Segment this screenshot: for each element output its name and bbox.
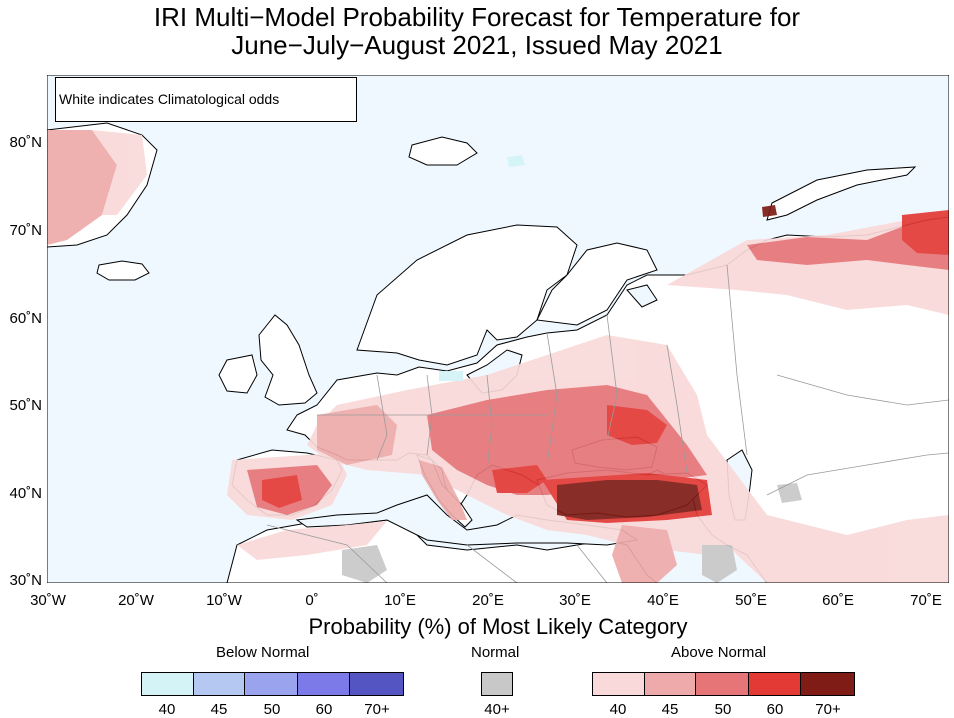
forecast-map xyxy=(47,75,949,583)
anomaly-greenland-east xyxy=(92,130,147,215)
legend-above-swatch-45 xyxy=(644,673,697,695)
lat-label-40n: 40˚N xyxy=(9,485,42,502)
legend-below-swatch-60 xyxy=(297,673,351,695)
lon-label-30w: 30˚W xyxy=(30,592,66,609)
legend-normal-bar xyxy=(481,672,513,696)
anomaly-anatolia-70 xyxy=(557,480,702,520)
lon-label-40e: 40˚E xyxy=(647,592,679,609)
lon-label-60e: 60˚E xyxy=(822,592,854,609)
anomaly-shading xyxy=(47,130,949,583)
anomaly-balkans-60 xyxy=(492,465,547,493)
lon-label-10w: 10˚W xyxy=(206,592,242,609)
land-svalbard xyxy=(408,136,478,166)
map-title-line-1: IRI Multi−Model Probability Forecast for… xyxy=(153,2,801,32)
legend-below-normal-label: Below Normal xyxy=(216,644,310,661)
lon-label-50e: 50˚E xyxy=(735,592,767,609)
legend-above-swatch-50 xyxy=(696,673,749,695)
white-sea xyxy=(626,284,658,308)
legend-above-normal-label: Above Normal xyxy=(671,644,767,661)
legend-below-swatch-40 xyxy=(142,673,194,695)
legend-above-tick-45: 45 xyxy=(661,701,679,718)
land-novaya-zemlya xyxy=(766,166,917,221)
climatology-note-box: White indicates Climatological odds xyxy=(55,77,357,122)
legend-below-swatch-50 xyxy=(245,673,298,695)
legend-above-swatch-60 xyxy=(748,673,802,695)
lat-label-50n: 50˚N xyxy=(9,397,42,414)
legend-normal-label: Normal xyxy=(471,644,520,661)
lon-label-0: 0˚ xyxy=(305,592,319,609)
legend-below-swatch-45 xyxy=(193,673,246,695)
anomaly-persia-light xyxy=(707,515,949,583)
legend-above-tick-40: 40 xyxy=(609,701,627,718)
normal-category-arabia xyxy=(702,545,737,583)
normal-category-caspian-east xyxy=(777,483,802,503)
anomaly-iberia-60 xyxy=(262,475,302,508)
land-scandinavia xyxy=(356,224,578,366)
land-iceland xyxy=(96,260,150,281)
legend-above-tick-60: 60 xyxy=(766,701,784,718)
anomaly-black-sea-north-60 xyxy=(607,405,667,445)
below-category-svalbard xyxy=(507,155,525,167)
legend-below-tick-70: 70+ xyxy=(364,701,390,718)
legend-below-tick-50: 50 xyxy=(263,701,281,718)
lon-label-20e: 20˚E xyxy=(472,592,504,609)
legend-below-swatch-70 xyxy=(350,673,403,695)
legend-above-swatch-40 xyxy=(593,673,645,695)
lat-label-70n: 70˚N xyxy=(9,222,42,239)
anomaly-greenland xyxy=(47,130,117,245)
anomaly-north-russia-50 xyxy=(747,220,949,270)
lat-label-30n: 30˚N xyxy=(9,572,42,589)
normal-category-sahara xyxy=(342,545,387,583)
lon-label-20w: 20˚W xyxy=(118,592,154,609)
lon-label-30e: 30˚E xyxy=(559,592,591,609)
anomaly-north-russia-60 xyxy=(902,210,949,255)
anomaly-yamal-70 xyxy=(762,205,777,217)
anomaly-levant xyxy=(612,525,677,583)
anomaly-france xyxy=(317,405,397,465)
land-great-britain xyxy=(258,314,318,406)
lon-label-70e: 70˚E xyxy=(910,592,942,609)
legend-above-tick-50: 50 xyxy=(714,701,732,718)
legend-above-tick-70: 70+ xyxy=(815,701,841,718)
climatology-note: White indicates Climatological odds xyxy=(59,91,280,107)
country-borders xyxy=(266,264,949,583)
lat-label-60n: 60˚N xyxy=(9,310,42,327)
legend-below-tick-40: 40 xyxy=(158,701,176,718)
legend-heading: Probability (%) of Most Likely Category xyxy=(308,614,688,639)
legend-normal-tick-40: 40+ xyxy=(484,701,510,718)
anomaly-maghreb xyxy=(237,521,387,560)
legend-below-normal-bar xyxy=(141,672,404,696)
below-category-baltic xyxy=(439,371,463,381)
legend-below-tick-45: 45 xyxy=(210,701,228,718)
legend-below-tick-60: 60 xyxy=(315,701,333,718)
land-finland-karelia xyxy=(536,242,658,326)
land-ireland xyxy=(218,354,258,394)
lon-label-10e: 10˚E xyxy=(384,592,416,609)
legend-above-swatch-70 xyxy=(801,673,854,695)
legend-above-normal-bar xyxy=(592,672,855,696)
lat-label-80n: 80˚N xyxy=(9,134,42,151)
anomaly-italy xyxy=(419,460,467,520)
legend-normal-swatch-40 xyxy=(482,673,512,695)
map-title-line-2: June−July−August 2021, Issued May 2021 xyxy=(231,30,723,60)
